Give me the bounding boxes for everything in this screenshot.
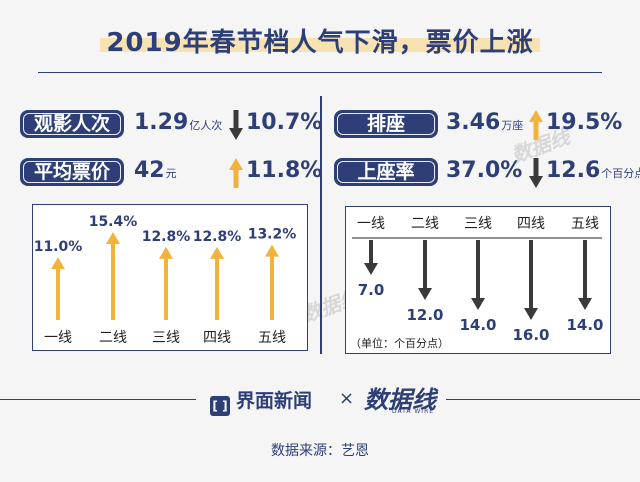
- page-title: 2019年春节档人气下滑，票价上涨: [106, 28, 534, 58]
- metric-change-avg-price: 11.8%: [246, 158, 323, 183]
- tick-label: 五线: [571, 216, 599, 232]
- collab-sign: ×: [339, 388, 355, 409]
- data-label: 15.4%: [89, 214, 138, 230]
- tick-label: 二线: [99, 330, 127, 346]
- unit-note: （单位：个百分点）: [350, 337, 449, 350]
- data-label: 12.8%: [142, 229, 191, 245]
- bar-arrowhead-down: [578, 298, 592, 310]
- bar-arrowhead-up: [51, 257, 65, 270]
- metric-label-audience: 观影人次: [20, 110, 124, 138]
- metric-change-seats: 19.5%: [546, 110, 623, 135]
- title-divider: [38, 72, 602, 73]
- metric-value-seats: 3.46万座: [446, 110, 524, 135]
- arrow-up-icon: [229, 158, 243, 188]
- data-label: 12.0: [406, 306, 443, 324]
- tick-label: 四线: [517, 216, 545, 232]
- data-label: 14.0: [459, 316, 496, 334]
- arrow-up-icon: [529, 110, 543, 140]
- tick-label: 五线: [258, 330, 286, 346]
- tick-label: 三线: [464, 216, 492, 232]
- metric-value-audience: 1.29亿人次: [134, 110, 223, 135]
- metric-label-avg-price: 平均票价: [20, 158, 124, 186]
- footer-divider-left: [0, 399, 196, 400]
- data-label: 7.0: [358, 281, 385, 299]
- tick-label: 一线: [44, 330, 72, 346]
- bar-arrowhead-down: [524, 308, 538, 320]
- data-source: 数据来源：艺恩: [271, 443, 369, 459]
- bar-arrowhead-down: [471, 298, 485, 310]
- metric-label-occupancy: 上座率: [334, 158, 438, 186]
- metric-change-occupancy: 12.6个百分点: [546, 158, 640, 183]
- data-label: 12.8%: [193, 229, 242, 245]
- bar-arrowhead-down: [364, 263, 378, 275]
- tick-label: 二线: [411, 216, 439, 232]
- bar-arrowhead-up: [159, 246, 173, 259]
- footer-divider-right: [446, 399, 640, 400]
- metric-label-seats: 排座: [334, 110, 438, 138]
- tick-label: 三线: [152, 330, 180, 346]
- tick-label: 四线: [203, 330, 231, 346]
- data-wire-logo: 数据线: [364, 386, 436, 414]
- data-label: 13.2%: [248, 227, 297, 243]
- arrow-down-icon: [529, 158, 543, 188]
- title-container: 2019年春节档人气下滑，票价上涨: [0, 22, 640, 59]
- metric-value-occupancy: 37.0%: [446, 158, 523, 183]
- brand-logo-icon: [ ]: [210, 396, 230, 416]
- title-highlight: [100, 38, 540, 52]
- bar-arrowhead-down: [418, 288, 432, 300]
- chart-box-price-by-tier: [32, 204, 308, 351]
- data-wire-logo-sub: DATA WIRE: [392, 408, 435, 415]
- data-label: 11.0%: [34, 239, 83, 255]
- bar-arrowhead-up: [265, 244, 279, 257]
- panel-divider: [320, 96, 322, 354]
- bar-arrowhead-up: [210, 246, 224, 259]
- data-label: 14.0: [566, 316, 603, 334]
- tick-label: 一线: [357, 216, 385, 232]
- data-label: 16.0: [512, 326, 549, 344]
- bar-arrowhead-up: [106, 232, 120, 244]
- metric-value-avg-price: 42元: [134, 158, 177, 183]
- brand-name: [ ] 界面新闻: [210, 386, 312, 416]
- metric-change-audience: 10.7%: [246, 110, 323, 135]
- arrow-down-icon: [229, 110, 243, 140]
